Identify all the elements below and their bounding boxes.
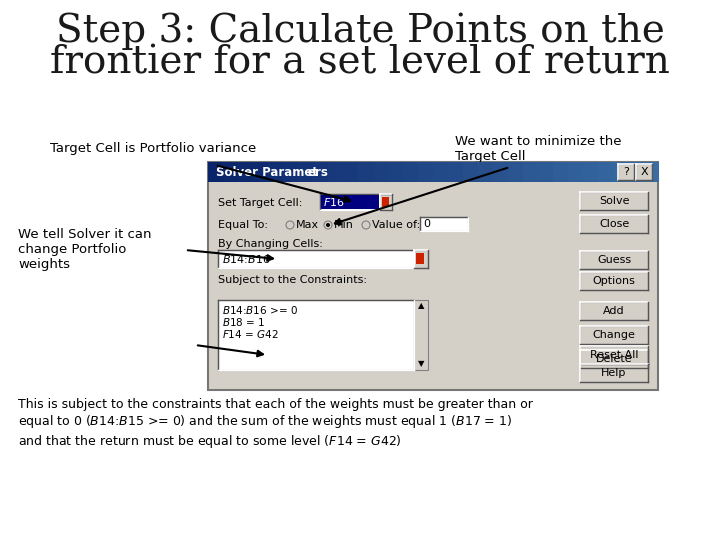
Bar	[598, 162, 613, 182]
Bar	[580, 364, 648, 382]
Text: Min: Min	[334, 220, 354, 230]
Text: $B$14:$B$16 >= 0: $B$14:$B$16 >= 0	[222, 304, 298, 316]
Bar	[403, 162, 418, 182]
Text: $B$18 = 1: $B$18 = 1	[222, 316, 265, 328]
Bar	[508, 162, 523, 182]
Text: Set Target Cell:: Set Target Cell:	[218, 198, 302, 208]
Bar	[493, 162, 508, 182]
Text: Subject to the Constraints:: Subject to the Constraints:	[218, 275, 367, 285]
Bar	[358, 162, 374, 182]
Bar	[580, 350, 648, 368]
Text: $F$16: $F$16	[323, 196, 345, 208]
Bar	[268, 162, 284, 182]
Bar	[478, 162, 493, 182]
Bar	[298, 162, 313, 182]
Text: Value of:: Value of:	[372, 220, 420, 230]
Bar	[538, 162, 554, 182]
Text: X: X	[640, 167, 648, 177]
Text: Guess: Guess	[597, 255, 631, 265]
Text: Target Cell is Portfolio variance: Target Cell is Portfolio variance	[50, 142, 256, 155]
Text: Options: Options	[593, 276, 636, 286]
Bar	[553, 162, 569, 182]
Text: 0: 0	[423, 219, 430, 229]
Text: ers: ers	[308, 165, 329, 179]
Text: ▲: ▲	[418, 301, 424, 310]
Text: We tell Solver it can
change Portfolio
weights: We tell Solver it can change Portfolio w…	[18, 228, 151, 271]
Bar	[580, 251, 648, 269]
Bar	[568, 162, 583, 182]
Text: Add: Add	[603, 306, 625, 316]
Bar	[580, 215, 648, 233]
Bar	[373, 162, 389, 182]
Bar	[223, 162, 238, 182]
Bar	[218, 250, 414, 268]
Bar	[320, 194, 392, 210]
Bar	[613, 162, 629, 182]
Text: Delete: Delete	[595, 354, 632, 364]
Bar	[313, 162, 328, 182]
Bar	[253, 162, 269, 182]
Bar	[321, 195, 379, 209]
Circle shape	[326, 223, 330, 227]
Bar	[448, 162, 464, 182]
Bar	[414, 300, 428, 370]
Bar	[580, 326, 648, 344]
Text: Step 3: Calculate Points on the: Step 3: Calculate Points on the	[55, 13, 665, 51]
Circle shape	[362, 221, 370, 229]
Bar	[380, 194, 392, 210]
Text: ?: ?	[623, 167, 629, 177]
Bar	[416, 253, 424, 264]
Bar	[208, 162, 658, 390]
Bar	[463, 162, 479, 182]
Text: Max: Max	[296, 220, 319, 230]
Text: frontier for a set level of return: frontier for a set level of return	[50, 45, 670, 82]
Text: By Changing Cells:: By Changing Cells:	[218, 239, 323, 249]
Bar	[238, 162, 253, 182]
Text: Close: Close	[599, 219, 629, 229]
Bar	[388, 162, 403, 182]
Text: Change: Change	[593, 330, 636, 340]
Text: We want to minimize the
Target Cell: We want to minimize the Target Cell	[455, 135, 621, 163]
Text: Equal To:: Equal To:	[218, 220, 268, 230]
Bar	[433, 162, 449, 182]
Bar	[343, 162, 359, 182]
Text: ▼: ▼	[418, 360, 424, 368]
Bar	[580, 272, 648, 290]
Bar	[328, 162, 343, 182]
Bar	[628, 162, 644, 182]
Bar	[618, 164, 634, 180]
Bar	[643, 162, 659, 182]
Bar	[382, 197, 389, 207]
Circle shape	[286, 221, 294, 229]
Bar	[283, 162, 299, 182]
Circle shape	[324, 221, 332, 229]
Bar	[414, 250, 428, 268]
Text: This is subject to the constraints that each of the weights must be greater than: This is subject to the constraints that …	[18, 398, 533, 450]
Bar	[420, 217, 468, 231]
Bar	[636, 164, 652, 180]
Bar	[418, 162, 433, 182]
Bar	[208, 162, 223, 182]
Bar	[580, 192, 648, 210]
Bar	[523, 162, 539, 182]
Text: Help: Help	[601, 368, 626, 378]
Text: Reset All: Reset All	[590, 350, 638, 360]
Bar	[580, 302, 648, 320]
Bar	[580, 346, 648, 364]
Text: $B$14:$B$16: $B$14:$B$16	[222, 253, 271, 265]
Bar	[218, 300, 414, 370]
Text: $F$14 = $G$42: $F$14 = $G$42	[222, 328, 279, 340]
Bar	[583, 162, 598, 182]
Text: Solver Paramet: Solver Paramet	[216, 165, 318, 179]
Text: Solve: Solve	[599, 196, 629, 206]
